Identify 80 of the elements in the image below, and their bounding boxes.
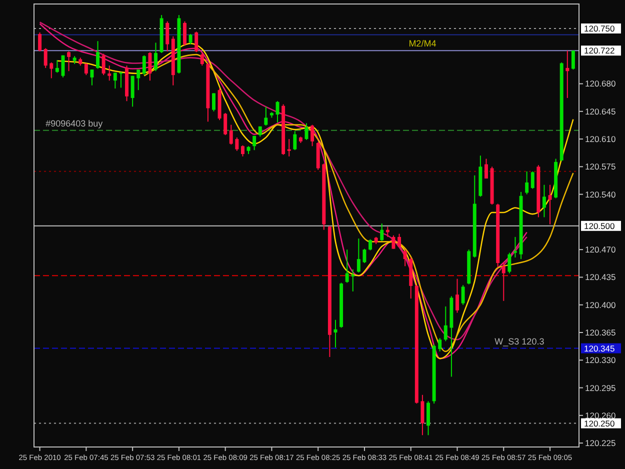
candlestick	[113, 72, 117, 89]
candlestick	[67, 50, 71, 72]
candlestick	[392, 234, 396, 250]
candlestick	[84, 62, 88, 76]
y-tick-label: 120.645	[585, 106, 616, 116]
candlestick	[420, 394, 424, 436]
candlestick	[403, 249, 407, 267]
candlestick	[229, 124, 233, 146]
candlestick	[130, 75, 134, 108]
y-tick-label: 120.435	[585, 272, 616, 282]
candlestick	[188, 34, 192, 45]
candlestick	[461, 284, 465, 306]
candlestick	[38, 32, 42, 52]
ref-line-label: 120.750	[584, 23, 615, 34]
y-tick-label: 120.330	[585, 355, 616, 366]
y-tick-label: 120.575	[585, 162, 616, 172]
y-tick-label: 120.470	[585, 244, 616, 255]
candlestick	[252, 135, 256, 151]
candlestick	[356, 238, 360, 273]
candlestick	[166, 20, 170, 52]
candlestick	[240, 144, 244, 157]
y-tick-label: 120.260	[585, 410, 616, 420]
candlestick	[484, 158, 488, 180]
candlestick	[287, 138, 291, 157]
candlestick	[276, 100, 280, 123]
ref-line-label: 120.345	[584, 343, 615, 354]
candlestick	[351, 268, 355, 292]
candlestick	[102, 53, 106, 76]
candlestick	[368, 238, 372, 251]
candlestick	[530, 170, 534, 190]
candlestick	[212, 92, 216, 112]
candlestick	[508, 252, 512, 274]
y-tick-label: 120.365	[585, 327, 616, 338]
candlestick	[96, 40, 100, 70]
candlestick	[380, 223, 384, 242]
candlestick	[293, 130, 297, 151]
candlestick	[235, 136, 239, 152]
line-series	[144, 54, 574, 352]
candlestick	[183, 20, 186, 46]
candlestick	[548, 184, 552, 225]
y-tick-label: 120.540	[585, 189, 616, 200]
candlestick	[571, 50, 575, 70]
candlestick	[438, 338, 442, 352]
y-tick-label: 120.680	[585, 78, 616, 89]
candlestick	[44, 48, 48, 68]
y-tick-label: 120.610	[585, 134, 616, 144]
candlestick	[148, 52, 152, 82]
candlestick	[55, 60, 59, 74]
candlestick	[525, 170, 529, 195]
candlestick	[50, 62, 54, 79]
candlestick	[456, 278, 459, 314]
y-tick-label: 120.225	[585, 438, 616, 448]
annotation: M2/M4	[408, 38, 436, 49]
candlestick	[108, 65, 112, 82]
candlestick	[119, 71, 123, 88]
candlestick	[542, 184, 546, 218]
y-tick-label: 120.400	[585, 300, 616, 310]
candlestick	[136, 69, 140, 91]
candlestick	[444, 306, 448, 342]
candlestick	[566, 50, 570, 98]
candlestick	[142, 54, 146, 76]
candlestick	[200, 52, 204, 66]
candlestick	[264, 106, 268, 126]
annotation: W_S3 120.3	[494, 336, 544, 346]
candlestick	[513, 236, 517, 258]
candlestick	[154, 42, 158, 72]
candlestick	[224, 112, 228, 136]
candlestick	[502, 262, 506, 302]
candlestick	[90, 69, 94, 86]
candlestick	[345, 249, 349, 284]
ref-line-label: 120.250	[584, 418, 615, 428]
ref-line-label: 120.722	[584, 46, 615, 56]
candlestick	[398, 233, 402, 248]
candlestick	[362, 248, 366, 264]
annotation: #9096403 buy	[46, 118, 104, 128]
candlestick	[310, 124, 314, 147]
y-tick-label: 120.295	[585, 382, 616, 393]
candlestick	[194, 31, 198, 53]
ref-line-label: 120.500	[584, 220, 615, 231]
candlestick	[426, 400, 430, 436]
